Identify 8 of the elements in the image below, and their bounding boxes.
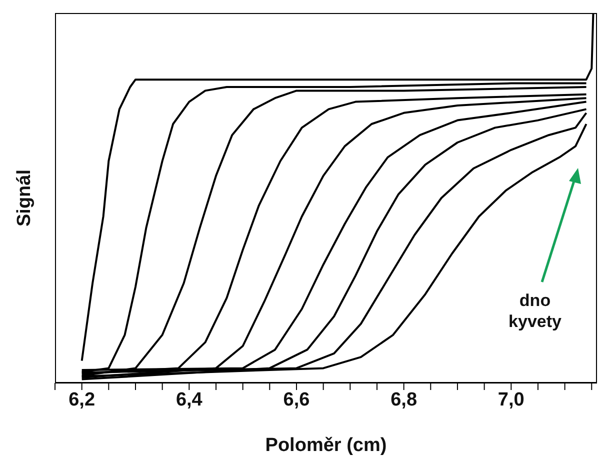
x-tick-label: 7,0 bbox=[498, 389, 524, 410]
x-axis-title: Poloměr (cm) bbox=[265, 435, 387, 456]
y-axis-title: Signál bbox=[14, 169, 36, 227]
annotation: dno kyvety bbox=[508, 290, 562, 332]
x-tick-label: 6,6 bbox=[283, 389, 310, 410]
x-tick-label: 6,2 bbox=[68, 389, 96, 410]
x-tick-label: 6,4 bbox=[176, 389, 203, 410]
x-tick-label: 6,8 bbox=[390, 389, 418, 410]
